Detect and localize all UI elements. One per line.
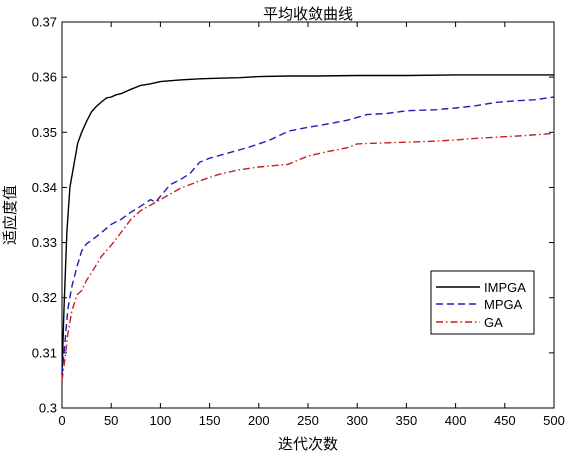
legend-label-ga: GA xyxy=(484,315,503,330)
legend-box xyxy=(430,270,535,335)
series-line-impga xyxy=(61,74,554,375)
x-axis-title: 迭代次数 xyxy=(278,435,338,453)
y-tick-label: 0.33 xyxy=(32,235,57,250)
x-tick-label: 250 xyxy=(297,413,319,428)
y-tick-label: 0.35 xyxy=(32,125,57,140)
y-tick-label: 0.34 xyxy=(32,180,57,195)
x-tick-label: 350 xyxy=(396,413,418,428)
x-tick-label: 200 xyxy=(248,413,270,428)
plot-frame xyxy=(61,21,555,409)
legend-label-impga: IMPGA xyxy=(484,280,526,295)
x-tick-label: 400 xyxy=(445,413,467,428)
series-line-ga xyxy=(61,132,555,381)
x-tick-label: 500 xyxy=(543,413,565,428)
y-tick-label: 0.31 xyxy=(32,345,57,360)
x-tick-label: 300 xyxy=(346,413,368,428)
y-tick-label: 0.32 xyxy=(32,290,57,305)
chart-title: 平均收敛曲线 xyxy=(263,5,353,23)
x-tick-label: 150 xyxy=(199,413,221,428)
x-tick-label: 100 xyxy=(150,413,172,428)
y-tick-label: 0.3 xyxy=(39,401,57,416)
series-lines xyxy=(61,74,555,381)
y-axis-title: 适应度值 xyxy=(1,185,19,245)
series-line-mpga xyxy=(61,96,555,375)
y-tick-label: 0.37 xyxy=(32,15,57,30)
y-tick-label: 0.36 xyxy=(32,70,57,85)
x-tick-label: 450 xyxy=(494,413,516,428)
x-tick-label: 0 xyxy=(58,413,65,428)
legend: IMPGA MPGA GA xyxy=(430,270,535,335)
legend-label-mpga: MPGA xyxy=(484,297,523,312)
x-tick-label: 50 xyxy=(104,413,118,428)
y-axis-ticks: 0.3 0.31 0.32 0.33 0.34 0.35 0.36 0.37 xyxy=(32,15,554,416)
x-axis-ticks: 0 50 100 150 200 250 300 350 400 450 500 xyxy=(58,22,565,428)
legend-items: IMPGA MPGA GA xyxy=(436,280,526,330)
